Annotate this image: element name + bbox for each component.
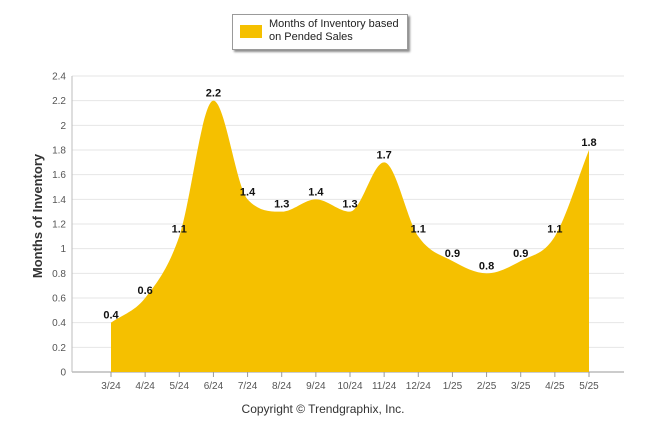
- x-tick-label: 8/24: [272, 381, 292, 392]
- x-tick-label: 12/24: [406, 381, 431, 392]
- y-tick-label: 0.2: [52, 343, 66, 354]
- y-axis-tick-labels: 0 0.2 0.4 0.6 0.8 1 1.2 1.4 1.6 1.8 2 2.2 2.4: [52, 72, 66, 379]
- x-tick-label: 4/25: [545, 381, 565, 392]
- data-label: 1.4: [240, 186, 256, 198]
- copyright-text: Copyright © Trendgraphix, Inc.: [241, 402, 405, 416]
- y-tick-label: 2.2: [52, 96, 66, 107]
- legend-swatch: [240, 25, 262, 38]
- data-label: 1.3: [342, 199, 357, 211]
- x-tick-label: 9/24: [306, 381, 326, 392]
- y-tick-label: 1.2: [52, 220, 66, 231]
- x-tick-label: 1/25: [443, 381, 463, 392]
- x-axis-ticks: [110, 372, 590, 377]
- data-label: 1.1: [172, 223, 187, 235]
- data-label: 0.9: [445, 248, 460, 260]
- data-label: 0.9: [513, 248, 528, 260]
- x-tick-label: 4/24: [135, 381, 155, 392]
- data-label: 0.4: [103, 310, 119, 322]
- data-label: 1.8: [581, 137, 596, 149]
- y-tick-label: 0: [60, 368, 66, 379]
- x-tick-label: 3/25: [511, 381, 531, 392]
- y-axis-title: Months of Inventory: [30, 153, 45, 278]
- legend: Months of Inventory based on Pended Sale…: [232, 14, 408, 50]
- data-label: 2.2: [206, 88, 221, 100]
- y-tick-label: 2.4: [52, 72, 66, 83]
- data-label: 1.4: [308, 186, 324, 198]
- data-label: 0.6: [137, 285, 152, 297]
- y-tick-label: 1: [60, 244, 66, 255]
- x-tick-label: 7/24: [238, 381, 258, 392]
- x-tick-label: 3/24: [101, 381, 121, 392]
- legend-label-line-1: Months of Inventory based: [269, 18, 399, 30]
- y-tick-label: 0.4: [52, 318, 66, 329]
- y-tick-label: 0.6: [52, 294, 66, 305]
- x-tick-label: 11/24: [372, 381, 397, 392]
- y-tick-label: 1.4: [52, 195, 66, 206]
- legend-label: Months of Inventory based on Pended Sale…: [269, 18, 405, 44]
- y-tick-label: 0.8: [52, 269, 66, 280]
- y-tick-label: 1.8: [52, 146, 66, 157]
- x-tick-label: 5/24: [170, 381, 190, 392]
- x-tick-label: 10/24: [337, 381, 362, 392]
- x-tick-label: 2/25: [477, 381, 497, 392]
- y-tick-label: 1.6: [52, 170, 66, 181]
- data-label: 0.8: [479, 260, 494, 272]
- data-labels: 0.4 0.6 1.1 2.2 1.4 1.3 1.4 1.3 1.7 1.1 0.9 0.8 0.9 1…: [103, 88, 596, 322]
- data-label: 1.3: [274, 199, 289, 211]
- legend-label-line-2: on Pended Sales: [269, 31, 353, 43]
- y-tick-label: 2: [60, 121, 66, 132]
- x-axis-tick-labels: 3/24 4/24 5/24 6/24 7/24 8/24 9/24 10/24 11/24 12…: [101, 381, 599, 392]
- series-area: [111, 100, 589, 373]
- x-tick-label: 5/25: [579, 381, 599, 392]
- data-label: 1.1: [411, 223, 426, 235]
- data-label: 1.7: [376, 149, 391, 161]
- x-tick-label: 6/24: [204, 381, 224, 392]
- data-label: 1.1: [547, 223, 562, 235]
